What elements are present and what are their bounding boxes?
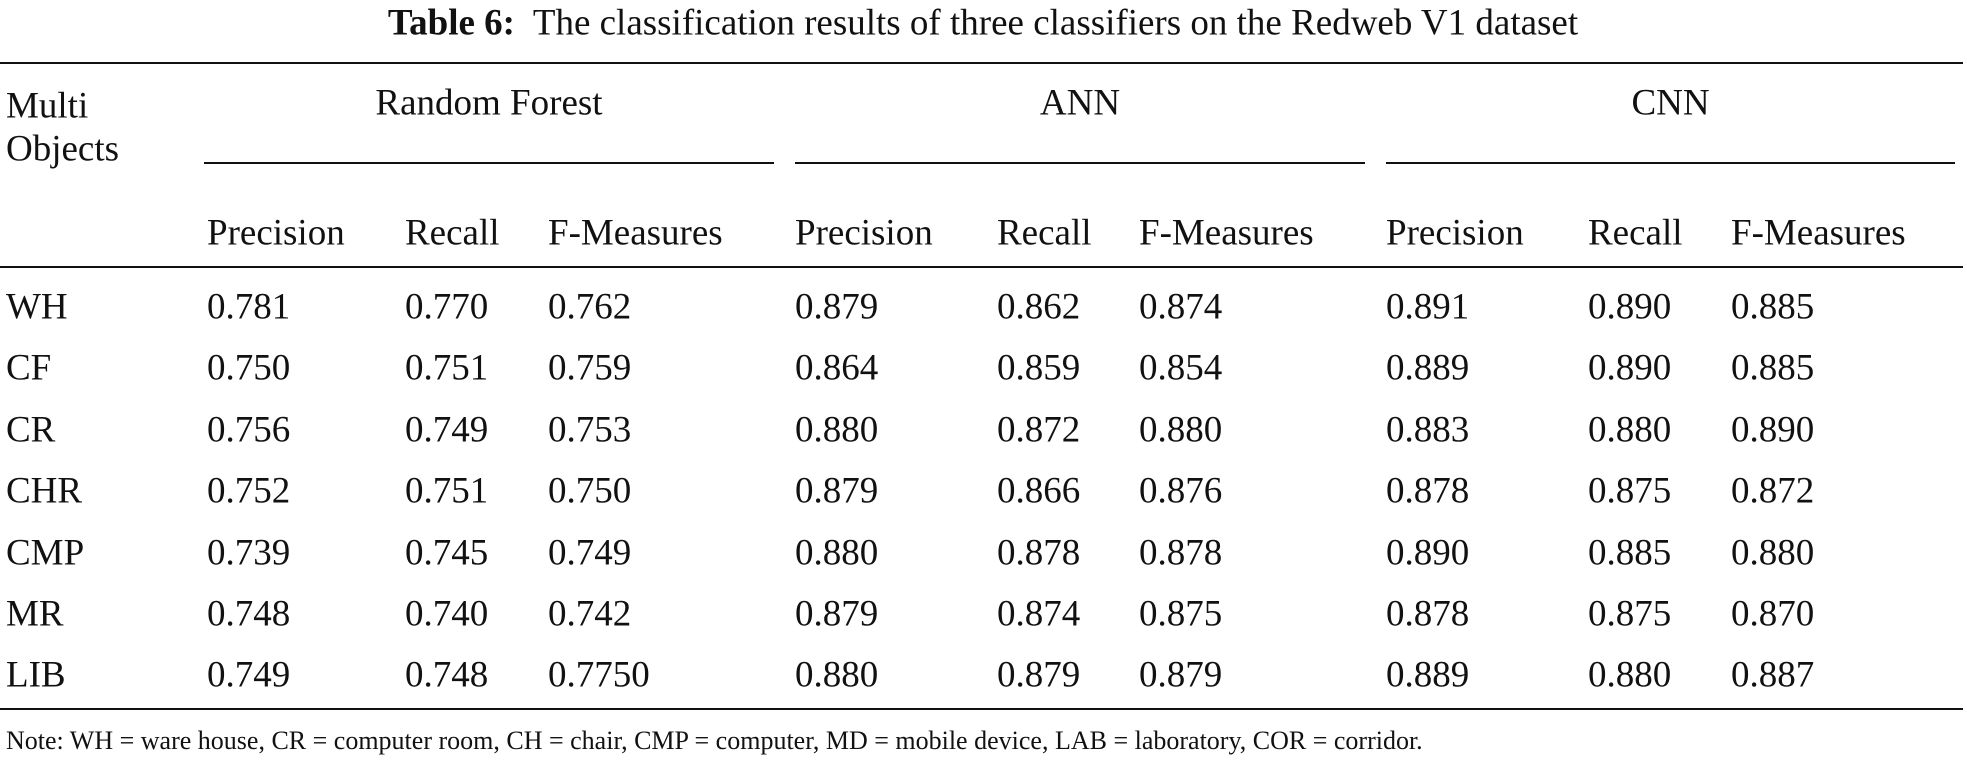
cell: 0.762 <box>548 286 632 328</box>
cell: 0.770 <box>405 286 489 328</box>
cell: 0.740 <box>405 593 489 635</box>
cell: 0.781 <box>207 286 291 328</box>
column-header: F-Measures <box>1731 212 1906 254</box>
row-label: WH <box>6 286 68 328</box>
cell: 0.879 <box>795 286 879 328</box>
group-rule <box>1386 162 1955 164</box>
row-label: MR <box>6 593 64 635</box>
cell: 0.748 <box>405 654 489 696</box>
caption-label: Table 6: <box>387 2 516 44</box>
column-header: Recall <box>405 212 500 254</box>
cell: 0.878 <box>1386 593 1470 635</box>
column-header: Precision <box>795 212 933 254</box>
group-header: ANN <box>1039 82 1121 124</box>
cell: 0.756 <box>207 409 291 451</box>
cell: 0.880 <box>1731 532 1815 574</box>
cell: 0.890 <box>1731 409 1815 451</box>
cell: 0.866 <box>997 470 1081 512</box>
cell: 0.749 <box>405 409 489 451</box>
top-rule <box>0 62 1963 64</box>
cell: 0.874 <box>997 593 1081 635</box>
cell: 0.745 <box>405 532 489 574</box>
column-header: Recall <box>1588 212 1683 254</box>
cell: 0.750 <box>548 470 632 512</box>
row-label: CMP <box>6 532 85 574</box>
row-label: CF <box>6 347 52 389</box>
cell: 0.880 <box>1588 409 1672 451</box>
cell: 0.870 <box>1731 593 1815 635</box>
corner-header: Multi Objects <box>6 85 120 169</box>
header-rule <box>0 266 1963 268</box>
caption: Table 6: The classification results of t… <box>388 5 1578 42</box>
note: Note: WH = ware house, CR = computer roo… <box>6 726 1423 755</box>
cell: 0.875 <box>1139 593 1223 635</box>
column-header: Recall <box>997 212 1092 254</box>
caption-text: The classification results of three clas… <box>532 2 1579 44</box>
group-rule <box>795 162 1365 164</box>
cell: 0.753 <box>548 409 632 451</box>
group-rule <box>204 162 774 164</box>
cell: 0.890 <box>1588 286 1672 328</box>
column-header: F-Measures <box>1139 212 1314 254</box>
cell: 0.7750 <box>548 654 650 696</box>
cell: 0.879 <box>795 470 879 512</box>
cell: 0.872 <box>1731 470 1815 512</box>
cell: 0.880 <box>795 654 879 696</box>
cell: 0.885 <box>1731 286 1815 328</box>
cell: 0.864 <box>795 347 879 389</box>
row-label: CHR <box>6 470 83 512</box>
cell: 0.859 <box>997 347 1081 389</box>
cell: 0.872 <box>997 409 1081 451</box>
cell: 0.876 <box>1139 470 1223 512</box>
cell: 0.889 <box>1386 654 1470 696</box>
cell: 0.854 <box>1139 347 1223 389</box>
cell: 0.751 <box>405 470 489 512</box>
cell: 0.739 <box>207 532 291 574</box>
cell: 0.749 <box>548 532 632 574</box>
cell: 0.742 <box>548 593 632 635</box>
cell: 0.879 <box>997 654 1081 696</box>
cell: 0.885 <box>1588 532 1672 574</box>
cell: 0.890 <box>1588 347 1672 389</box>
cell: 0.862 <box>997 286 1081 328</box>
cell: 0.891 <box>1386 286 1470 328</box>
cell: 0.750 <box>207 347 291 389</box>
cell: 0.880 <box>1588 654 1672 696</box>
column-header: Precision <box>207 212 345 254</box>
cell: 0.880 <box>1139 409 1223 451</box>
cell: 0.889 <box>1386 347 1470 389</box>
cell: 0.880 <box>795 532 879 574</box>
cell: 0.759 <box>548 347 632 389</box>
cell: 0.874 <box>1139 286 1223 328</box>
group-header: CNN <box>1631 82 1710 124</box>
row-label: LIB <box>6 654 66 696</box>
cell: 0.878 <box>1386 470 1470 512</box>
cell: 0.885 <box>1731 347 1815 389</box>
column-header: Precision <box>1386 212 1524 254</box>
cell: 0.749 <box>207 654 291 696</box>
row-label: CR <box>6 409 56 451</box>
cell: 0.875 <box>1588 593 1672 635</box>
cell: 0.751 <box>405 347 489 389</box>
cell: 0.748 <box>207 593 291 635</box>
cell: 0.879 <box>1139 654 1223 696</box>
cell: 0.890 <box>1386 532 1470 574</box>
cell: 0.878 <box>1139 532 1223 574</box>
bottom-rule <box>0 708 1963 710</box>
column-header: F-Measures <box>548 212 723 254</box>
cell: 0.878 <box>997 532 1081 574</box>
cell: 0.883 <box>1386 409 1470 451</box>
cell: 0.880 <box>795 409 879 451</box>
cell: 0.875 <box>1588 470 1672 512</box>
group-header: Random Forest <box>375 82 603 124</box>
cell: 0.879 <box>795 593 879 635</box>
cell: 0.752 <box>207 470 291 512</box>
cell: 0.887 <box>1731 654 1815 696</box>
